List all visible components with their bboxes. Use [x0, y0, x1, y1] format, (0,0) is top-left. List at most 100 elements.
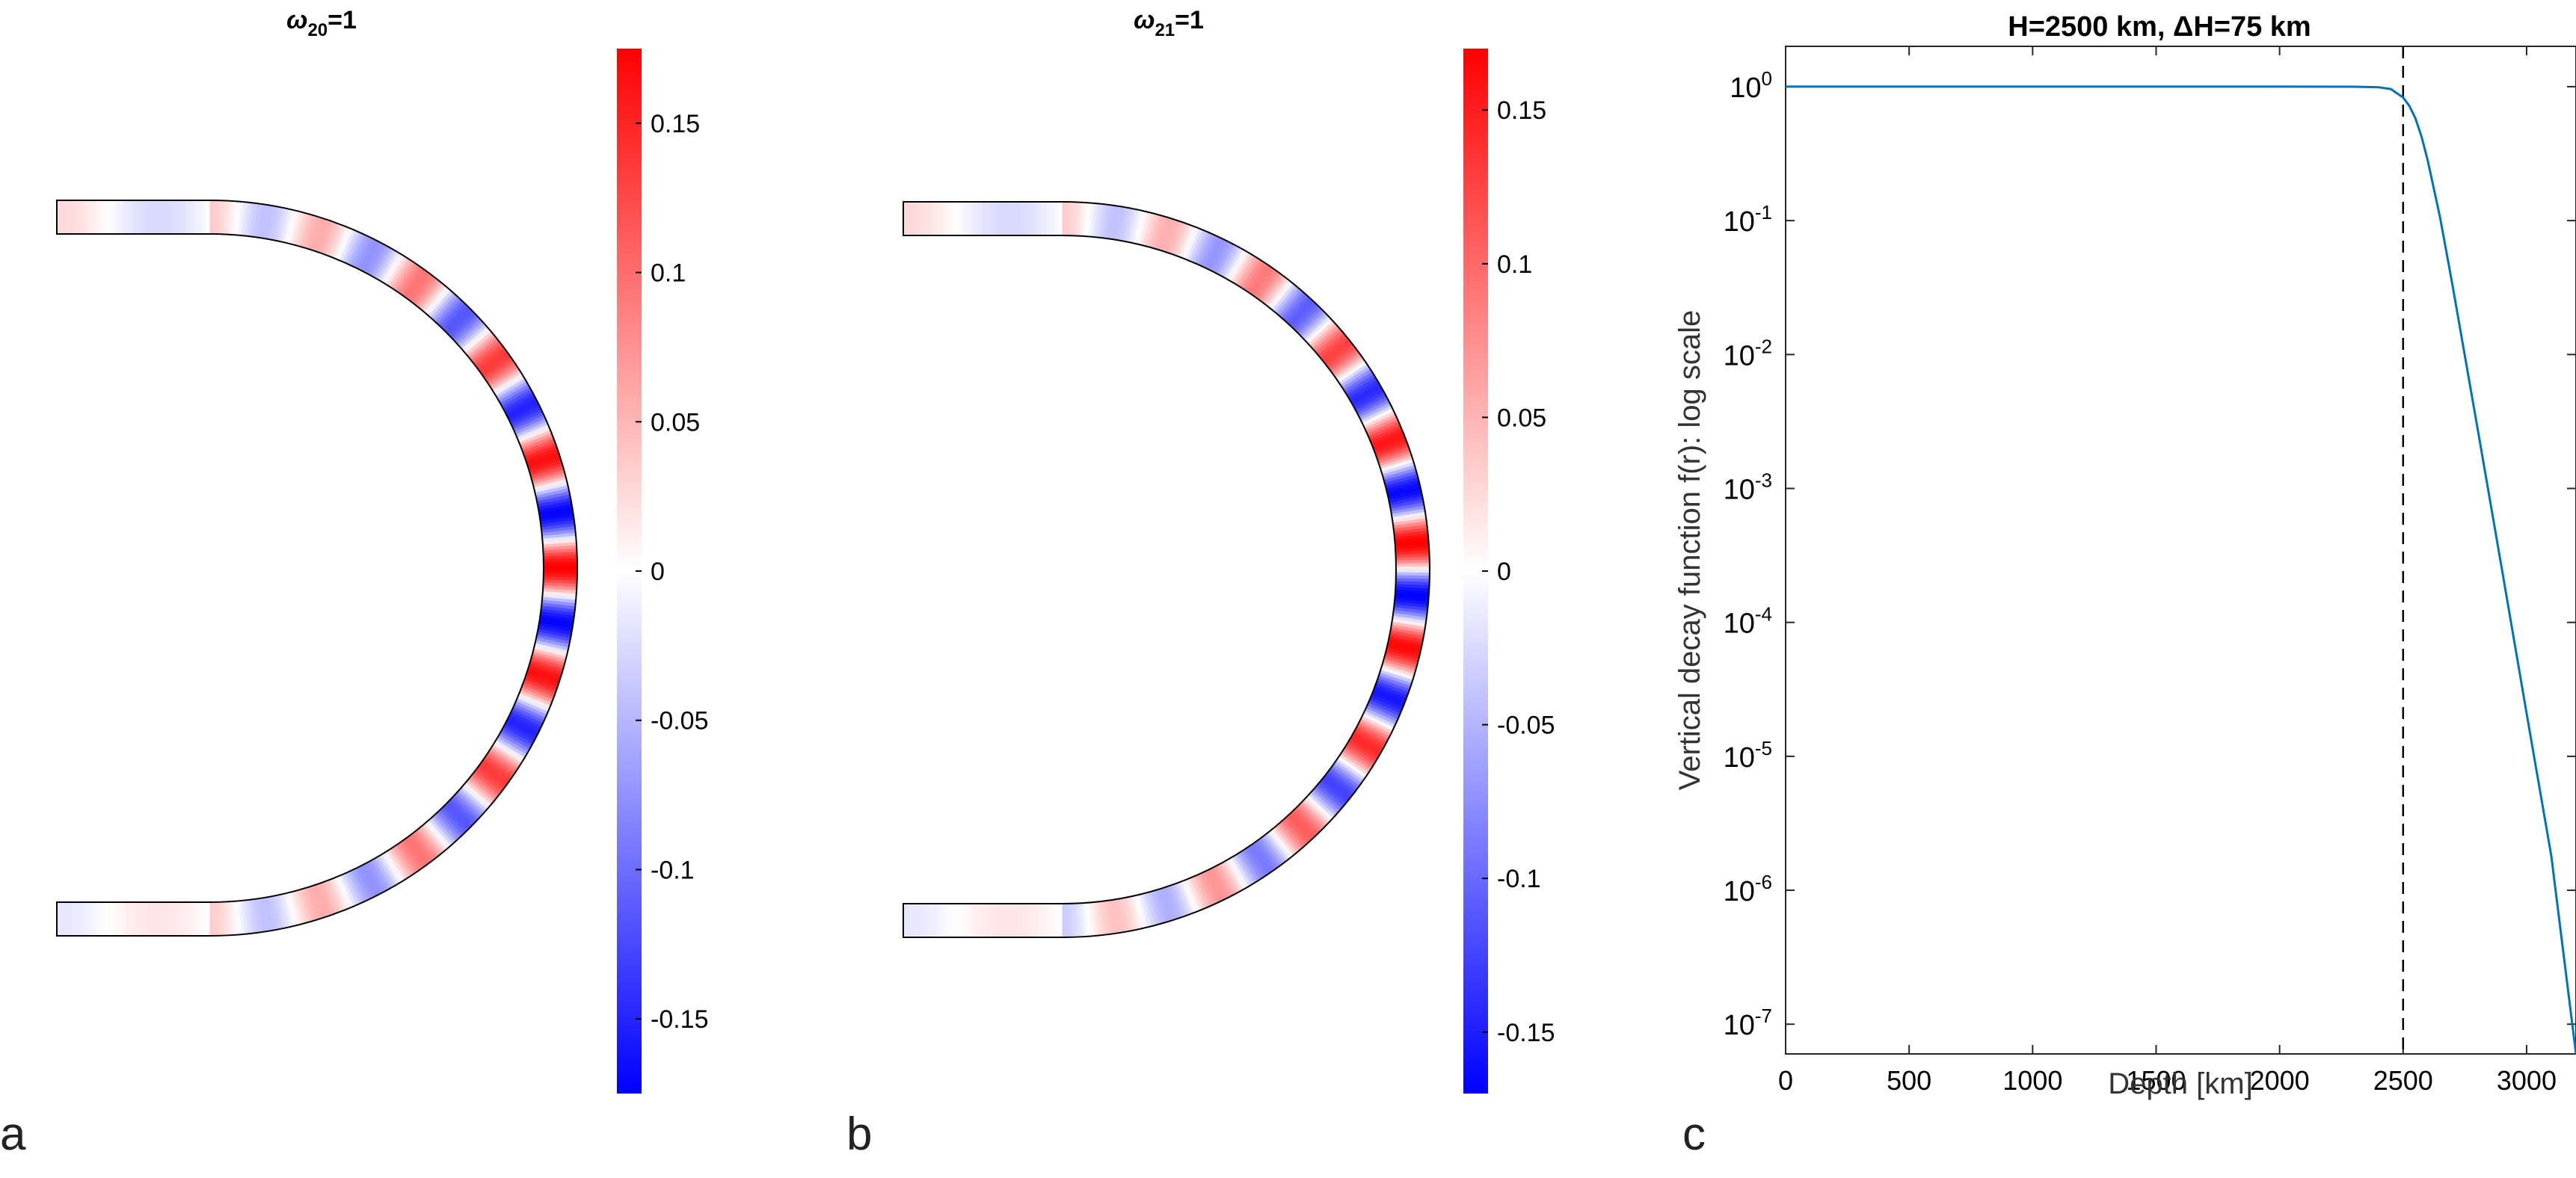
shell-tab-segment: [986, 904, 992, 937]
shell-tab-segment: [943, 904, 947, 937]
shell-tab-segment: [175, 200, 179, 234]
shell-segment: [1064, 903, 1069, 938]
shell-b-outline: [903, 201, 1430, 938]
x-tick-label: 3000: [2497, 1065, 2557, 1096]
shell-tab-segment: [79, 200, 84, 234]
shell-tab-segment: [163, 902, 168, 936]
shell-tab-segment: [919, 202, 923, 235]
shell-tab-segment: [1054, 904, 1059, 937]
shell-tab-segment: [971, 202, 975, 235]
plot-c-yticks: 100 10-1 10-2 10-3 10-4 10-5 10-6 10-7: [1724, 67, 2576, 1041]
shell-tab-segment: [201, 200, 206, 234]
shell-tab-segment: [117, 902, 123, 936]
shell-tab-segment: [962, 904, 968, 937]
shell-tab-segment: [1030, 904, 1035, 937]
shell-segment: [1395, 566, 1430, 570]
shell-tab-segment: [144, 902, 149, 936]
shell-tab-segment: [962, 202, 968, 235]
shell-tab-segment: [1038, 904, 1042, 937]
panel-b: ω21=1 0.15 0.1 0.05 0 -0.05 -0.1 -0.15 b: [846, 6, 1555, 1160]
shell-tab-segment: [152, 200, 157, 234]
shell-tab-segment: [983, 904, 987, 937]
shell-tab-segment: [998, 202, 1003, 235]
shell-tab-segment: [943, 202, 947, 235]
shell-tab-segment: [175, 902, 179, 936]
shell-tab-segment: [1050, 904, 1054, 937]
shell-segment: [543, 567, 578, 572]
colorbar-tick-label: 0.05: [651, 408, 700, 437]
y-tick-label: 10-3: [1724, 469, 1772, 506]
shell-tab-segment: [1018, 202, 1023, 235]
x-tick-label: 1000: [2002, 1065, 2062, 1096]
shell-segment: [209, 200, 213, 235]
shell-tab-segment: [152, 902, 157, 936]
y-tick-label: 10-2: [1724, 335, 1772, 371]
shell-segment: [209, 901, 213, 937]
shell-tab-segment: [190, 200, 195, 234]
colorbar-tick-label: -0.15: [1497, 1019, 1555, 1047]
x-tick-label: 500: [1887, 1065, 1931, 1096]
shell-tab-segment: [201, 902, 206, 936]
shell-tab-segment: [986, 202, 992, 235]
shell-tab-segment: [1033, 202, 1039, 235]
shell-tab-segment: [194, 200, 199, 234]
y-tick-label: 10-5: [1724, 737, 1772, 774]
shell-segment: [212, 901, 216, 937]
shell-tab-segment: [159, 200, 165, 234]
shell-tab-segment: [163, 200, 168, 234]
shell-tab-segment: [110, 902, 114, 936]
shell-tab-segment: [87, 902, 92, 936]
shell-tab-segment: [182, 200, 187, 234]
shell-tab-segment: [99, 200, 103, 234]
shell-tab-segment: [919, 904, 923, 937]
shell-tab-segment: [61, 902, 65, 936]
shell-tab-segment: [1042, 904, 1047, 937]
shell-segment: [1061, 903, 1066, 938]
shell-tab-segment: [1014, 202, 1019, 235]
shell-tab-segment: [938, 904, 944, 937]
plot-c-xlabel: Depth [km]: [2108, 1067, 2252, 1100]
shell-tab-segment: [110, 200, 114, 234]
shell-tab-segment: [1002, 202, 1007, 235]
shell-tab-segment: [114, 200, 119, 234]
shell-tab-segment: [190, 902, 195, 936]
shell-tab-segment: [938, 202, 944, 235]
plot-c-ylabel: Vertical decay function f(r): log scale: [1673, 310, 1706, 791]
shell-tab-segment: [197, 902, 203, 936]
shell-segment: [1061, 201, 1066, 236]
shell-tab-segment: [148, 200, 153, 234]
shell-tab-segment: [911, 202, 916, 235]
shell-tab-segment: [102, 902, 107, 936]
shell-tab-segment: [994, 904, 999, 937]
shell-tab-segment: [61, 200, 65, 234]
shell-tab-segment: [911, 904, 916, 937]
shell-tab-segment: [83, 902, 88, 936]
shell-tab-segment: [133, 200, 138, 234]
colorbar-tick-label: 0.15: [651, 110, 700, 138]
y-tick-label: 10-4: [1724, 603, 1772, 640]
shell-tab-segment: [1054, 202, 1059, 235]
plot-c-xticks: 0 500 1000 1500 2000 2500 3000: [1778, 46, 2557, 1096]
shell-tab-segment: [68, 902, 73, 936]
shell-tab-segment: [186, 902, 191, 936]
shell-tab-segment: [1057, 904, 1063, 937]
colorbar-tick-label: -0.05: [1497, 712, 1555, 740]
shell-tab-segment: [950, 202, 956, 235]
shell-tab-segment: [167, 200, 172, 234]
shell-tab-segment: [106, 200, 111, 234]
shell-tab-segment: [79, 902, 84, 936]
shell-tab-segment: [959, 202, 963, 235]
shell-tab-segment: [990, 202, 995, 235]
shell-tab-segment: [903, 202, 908, 235]
shell-tab-segment: [907, 202, 912, 235]
colorbar-tick-label: -0.1: [651, 856, 695, 884]
shell-tab-segment: [148, 902, 153, 936]
shell-tab-segment: [117, 200, 123, 234]
shell-tab-segment: [64, 200, 69, 234]
shell-segment: [1395, 569, 1430, 573]
shell-tab-segment: [186, 200, 191, 234]
shell-tab-segment: [90, 200, 96, 234]
shell-tab-segment: [923, 904, 928, 937]
shell-tab-segment: [1018, 904, 1023, 937]
shell-tab-segment: [966, 904, 971, 937]
